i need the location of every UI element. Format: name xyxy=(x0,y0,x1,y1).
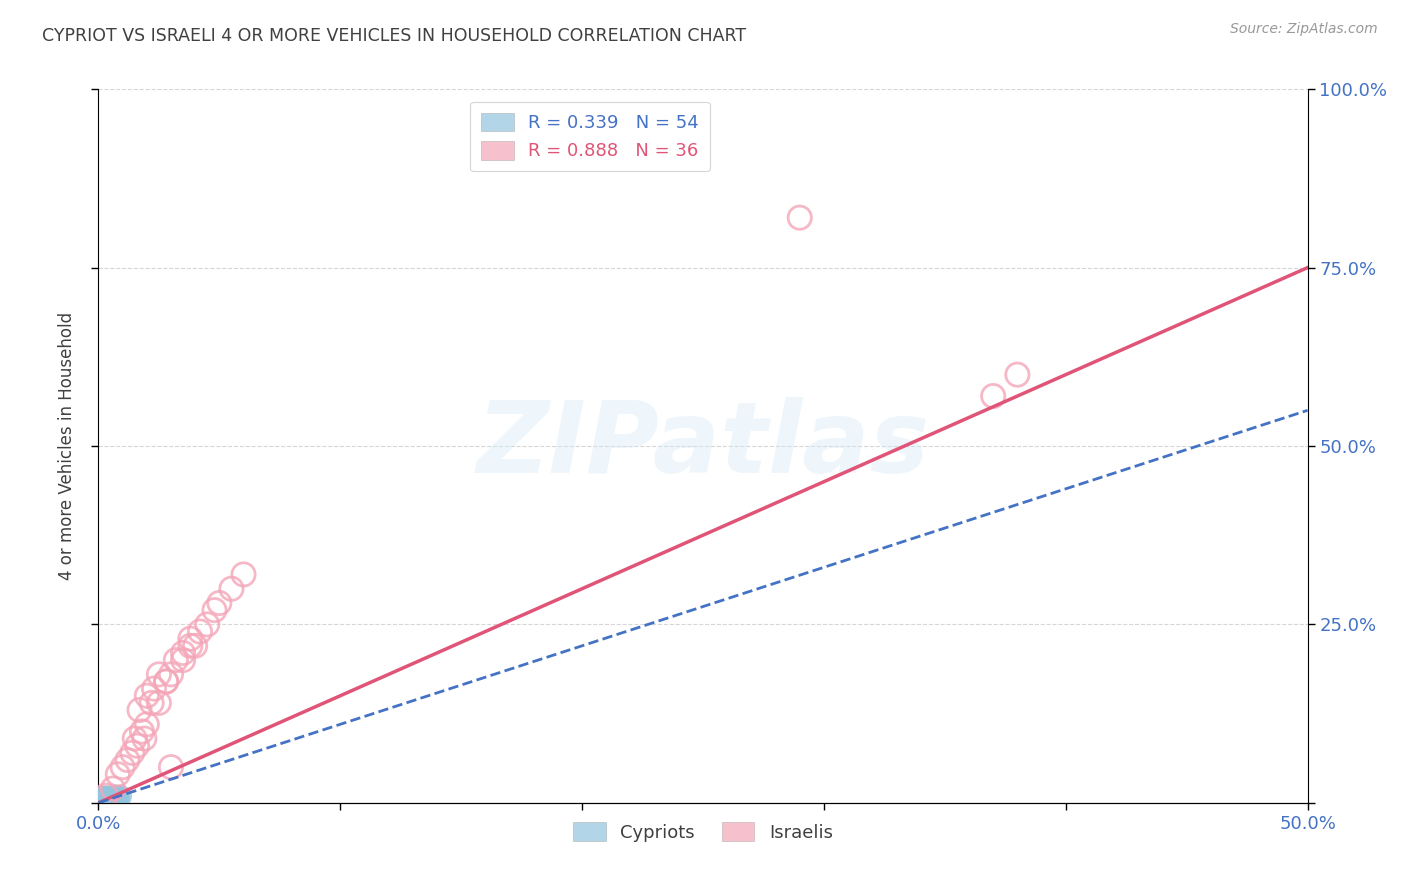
Point xyxy=(97,790,120,805)
Point xyxy=(101,791,124,805)
Legend: Cypriots, Israelis: Cypriots, Israelis xyxy=(564,814,842,851)
Point xyxy=(100,791,122,805)
Point xyxy=(91,794,114,808)
Point xyxy=(184,639,207,653)
Point xyxy=(91,790,114,805)
Point xyxy=(155,674,177,689)
Text: CYPRIOT VS ISRAELI 4 OR MORE VEHICLES IN HOUSEHOLD CORRELATION CHART: CYPRIOT VS ISRAELI 4 OR MORE VEHICLES IN… xyxy=(42,27,747,45)
Point xyxy=(91,791,114,805)
Point xyxy=(160,760,183,774)
Point xyxy=(91,794,114,808)
Point xyxy=(90,793,112,807)
Text: ZIPatlas: ZIPatlas xyxy=(477,398,929,494)
Point xyxy=(104,790,127,805)
Point xyxy=(100,793,122,807)
Point xyxy=(90,792,112,806)
Y-axis label: 4 or more Vehicles in Household: 4 or more Vehicles in Household xyxy=(58,312,76,580)
Point xyxy=(179,639,201,653)
Point xyxy=(155,674,177,689)
Point xyxy=(101,790,124,805)
Point xyxy=(101,790,124,805)
Point xyxy=(100,792,122,806)
Point xyxy=(91,794,114,808)
Point xyxy=(94,790,117,805)
Point xyxy=(107,790,129,805)
Point xyxy=(91,794,114,808)
Point xyxy=(134,731,156,746)
Point xyxy=(100,791,122,805)
Point xyxy=(141,696,163,710)
Point xyxy=(128,703,150,717)
Point xyxy=(188,624,211,639)
Point xyxy=(107,790,129,805)
Point xyxy=(160,667,183,681)
Point xyxy=(101,781,124,796)
Point xyxy=(90,791,112,805)
Point xyxy=(94,792,117,806)
Point xyxy=(97,792,120,806)
Point xyxy=(104,790,127,805)
Point xyxy=(208,596,231,610)
Point xyxy=(97,791,120,805)
Point xyxy=(1007,368,1029,382)
Point xyxy=(221,582,243,596)
Point xyxy=(94,792,117,806)
Point xyxy=(172,653,194,667)
Point xyxy=(143,681,166,696)
Point xyxy=(981,389,1004,403)
Point xyxy=(90,794,112,808)
Point xyxy=(94,789,117,803)
Point xyxy=(91,793,114,807)
Point xyxy=(97,791,120,805)
Point xyxy=(135,689,157,703)
Point xyxy=(97,791,120,805)
Point xyxy=(94,791,117,805)
Point xyxy=(97,790,120,805)
Point xyxy=(148,667,170,681)
Point xyxy=(94,794,117,808)
Point xyxy=(121,746,143,760)
Point xyxy=(789,211,811,225)
Point xyxy=(179,632,201,646)
Point xyxy=(204,603,226,617)
Point xyxy=(124,731,146,746)
Point xyxy=(127,739,149,753)
Point xyxy=(90,793,112,807)
Point xyxy=(117,753,139,767)
Point xyxy=(94,793,117,807)
Point xyxy=(101,792,124,806)
Point xyxy=(101,791,124,805)
Point xyxy=(94,794,117,808)
Point xyxy=(91,792,114,806)
Point xyxy=(148,696,170,710)
Point xyxy=(97,793,120,807)
Point xyxy=(100,792,122,806)
Point xyxy=(97,794,120,808)
Point xyxy=(232,567,254,582)
Point xyxy=(131,724,153,739)
Point xyxy=(104,789,127,804)
Point xyxy=(108,789,131,804)
Text: Source: ZipAtlas.com: Source: ZipAtlas.com xyxy=(1230,22,1378,37)
Point xyxy=(100,793,122,807)
Point xyxy=(94,790,117,805)
Point xyxy=(94,793,117,807)
Point xyxy=(104,790,127,805)
Point xyxy=(100,790,122,805)
Point xyxy=(111,760,134,774)
Point xyxy=(94,794,117,808)
Point xyxy=(195,617,218,632)
Point xyxy=(165,653,187,667)
Point xyxy=(90,794,112,808)
Point xyxy=(94,793,117,807)
Point xyxy=(135,717,157,731)
Point xyxy=(107,767,129,781)
Point xyxy=(97,792,120,806)
Point xyxy=(172,646,194,660)
Point xyxy=(91,793,114,807)
